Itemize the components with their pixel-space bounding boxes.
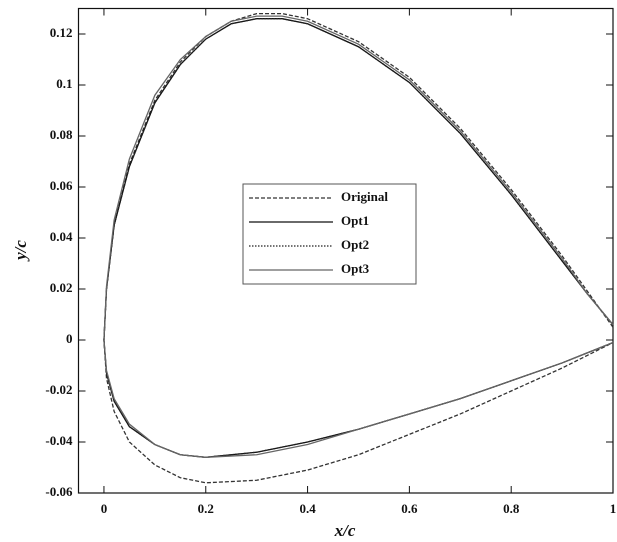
series-line bbox=[103, 15, 614, 458]
x-tick-label: 0 bbox=[101, 501, 108, 516]
x-tick-label: 0.8 bbox=[503, 501, 520, 516]
x-tick-label: 0.4 bbox=[299, 501, 316, 516]
y-tick-label: 0.02 bbox=[50, 280, 73, 295]
plot-frame bbox=[77, 7, 614, 494]
y-tick-label: 0.08 bbox=[50, 127, 73, 142]
y-tick-label: -0.06 bbox=[45, 484, 73, 499]
x-tick-label: 1 bbox=[610, 501, 617, 516]
y-tick-label: -0.02 bbox=[45, 382, 72, 397]
legend-label: Opt2 bbox=[341, 237, 369, 252]
x-tick-label: 0.6 bbox=[401, 501, 418, 516]
y-axis-label: y/c bbox=[11, 240, 30, 262]
y-tick-label: 0.12 bbox=[50, 25, 73, 40]
y-tick-label: 0.04 bbox=[50, 229, 73, 244]
y-tick-label: 0.1 bbox=[56, 76, 72, 91]
y-tick-label: 0 bbox=[66, 331, 73, 346]
x-tick-label: 0.2 bbox=[198, 501, 214, 516]
legend-label: Opt3 bbox=[341, 261, 370, 276]
legend-label: Original bbox=[341, 189, 388, 204]
y-tick-label: -0.04 bbox=[45, 433, 73, 448]
series-line bbox=[103, 12, 614, 484]
x-axis-label: x/c bbox=[334, 521, 356, 540]
legend-box bbox=[242, 183, 417, 285]
legend-label: Opt1 bbox=[341, 213, 369, 228]
y-tick-label: 0.06 bbox=[50, 178, 73, 193]
